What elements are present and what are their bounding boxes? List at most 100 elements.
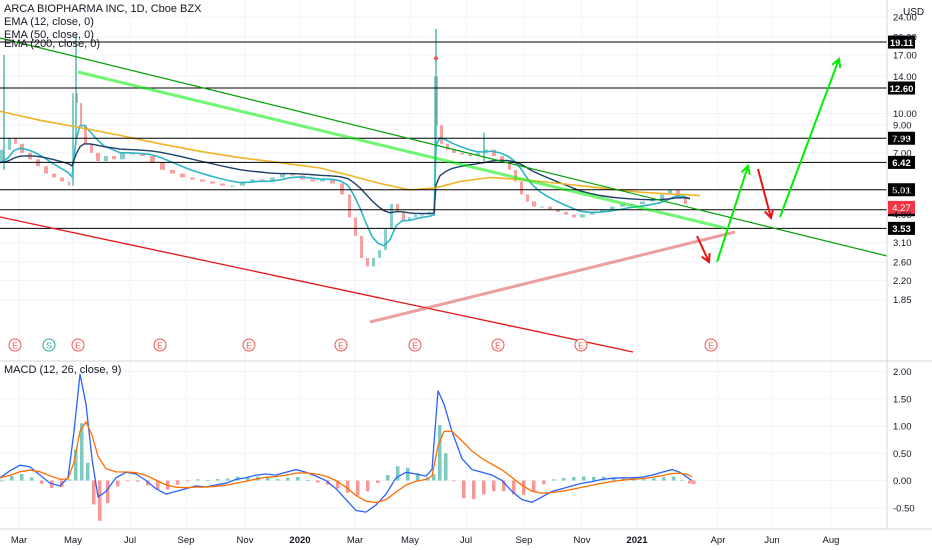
macd-histogram-bar [376, 480, 380, 483]
price-candle [372, 257, 375, 267]
event-marker-label: E [246, 340, 252, 350]
macd-histogram-bar [146, 480, 150, 486]
price-candle [190, 177, 195, 180]
price-candle [104, 156, 108, 162]
price-candle [434, 76, 436, 212]
price-tick-label: 5.00 [893, 185, 912, 196]
price-candle [610, 206, 615, 210]
event-marker[interactable] [574, 338, 588, 352]
price-candle [532, 201, 536, 207]
price-candle [440, 125, 443, 144]
macd-histogram-bar [396, 466, 400, 481]
macd-histogram-bar [622, 478, 626, 481]
macd-histogram-bar [68, 479, 72, 481]
event-marker[interactable] [242, 338, 256, 352]
support-trendline-long [0, 216, 634, 353]
legend-ema-12: EMA (12, close, 0) [4, 16, 94, 28]
last-price-label: 4.27 [892, 203, 911, 214]
x-tick-label: Jul [460, 535, 472, 546]
macd-tick-label: 0.00 [893, 476, 912, 487]
macd-histogram-bar [126, 480, 130, 482]
x-tick-label: 2021 [626, 535, 648, 546]
level-label: 19.11 [890, 38, 914, 49]
price-tick-label: 3.10 [893, 238, 912, 249]
macd-histogram-bar [612, 477, 616, 481]
macd-histogram-bar [246, 476, 250, 481]
event-marker[interactable] [153, 338, 167, 352]
price-candle [360, 235, 363, 258]
price-candle [414, 214, 417, 218]
macd-histogram-bar [642, 479, 646, 481]
price-candle [348, 194, 351, 218]
event-marker[interactable] [491, 338, 505, 352]
macd-histogram-bar [512, 480, 516, 495]
macd-histogram-bar [10, 475, 14, 481]
event-marker[interactable] [42, 338, 56, 352]
macd-histogram-bar [196, 479, 200, 481]
event-marker[interactable] [71, 338, 85, 352]
price-candle [200, 179, 205, 182]
down-arrow-1-head [701, 252, 711, 264]
price-tick-label: 24.00 [893, 12, 917, 23]
event-marker[interactable] [334, 338, 348, 352]
price-candle [548, 206, 552, 210]
macd-histogram-bar [462, 480, 466, 499]
down-arrow-2 [757, 168, 772, 219]
x-tick-label: May [64, 535, 82, 546]
price-candle [68, 181, 70, 186]
price-candle [514, 169, 517, 182]
price-candle [540, 206, 544, 208]
macd-histogram-bar [356, 480, 360, 496]
price-candle [140, 154, 145, 157]
price-candle [80, 102, 82, 126]
event-marker-label: E [157, 340, 163, 350]
price-candle [600, 209, 605, 212]
price-tick-label: 1.85 [893, 295, 912, 306]
macd-histogram-bar [542, 480, 546, 485]
price-candle [420, 214, 424, 216]
price-candle [556, 209, 560, 212]
macd-histogram-bar [226, 478, 230, 481]
price-candle [320, 179, 325, 182]
price-candle [660, 194, 664, 200]
price-candle [452, 149, 456, 153]
macd-histogram-bar [296, 476, 300, 481]
macd-pane[interactable] [0, 374, 696, 521]
event-marker-label: E [708, 340, 714, 350]
macd-histogram-bar [40, 480, 44, 484]
price-candle [436, 76, 438, 126]
price-candle [0, 149, 4, 163]
price-candle [230, 185, 235, 187]
level-label-box [888, 221, 915, 235]
x-tick-label: Sep [516, 535, 533, 546]
macd-histogram-bar [186, 480, 190, 482]
x-tick-label: Mar [347, 535, 363, 546]
price-candle [572, 214, 576, 218]
macd-histogram-bar [346, 480, 350, 493]
event-marker-label: S [46, 340, 52, 350]
price-candle [640, 201, 645, 205]
price-candle [330, 179, 335, 184]
level-label: 5.01 [892, 186, 911, 197]
macd-tick-label: 1.00 [893, 422, 912, 433]
macd-histogram-bar [306, 479, 310, 481]
price-candle [378, 250, 381, 258]
price-candle [340, 183, 344, 195]
event-marker[interactable] [8, 338, 22, 352]
event-marker[interactable] [704, 338, 718, 352]
resistance-trendline-long [0, 37, 888, 257]
macd-histogram-bar [652, 478, 656, 481]
macd-histogram-bar [276, 479, 280, 481]
level-label: 3.53 [892, 224, 911, 235]
macd-histogram-bar [532, 480, 536, 492]
macd-tick-label: 2.00 [893, 367, 912, 378]
price-candle [84, 125, 87, 144]
macd-histogram-bar [432, 474, 436, 481]
price-candle [492, 149, 496, 157]
macd-histogram-bar [592, 476, 596, 481]
price-candle [354, 217, 357, 236]
event-marker[interactable] [408, 338, 422, 352]
